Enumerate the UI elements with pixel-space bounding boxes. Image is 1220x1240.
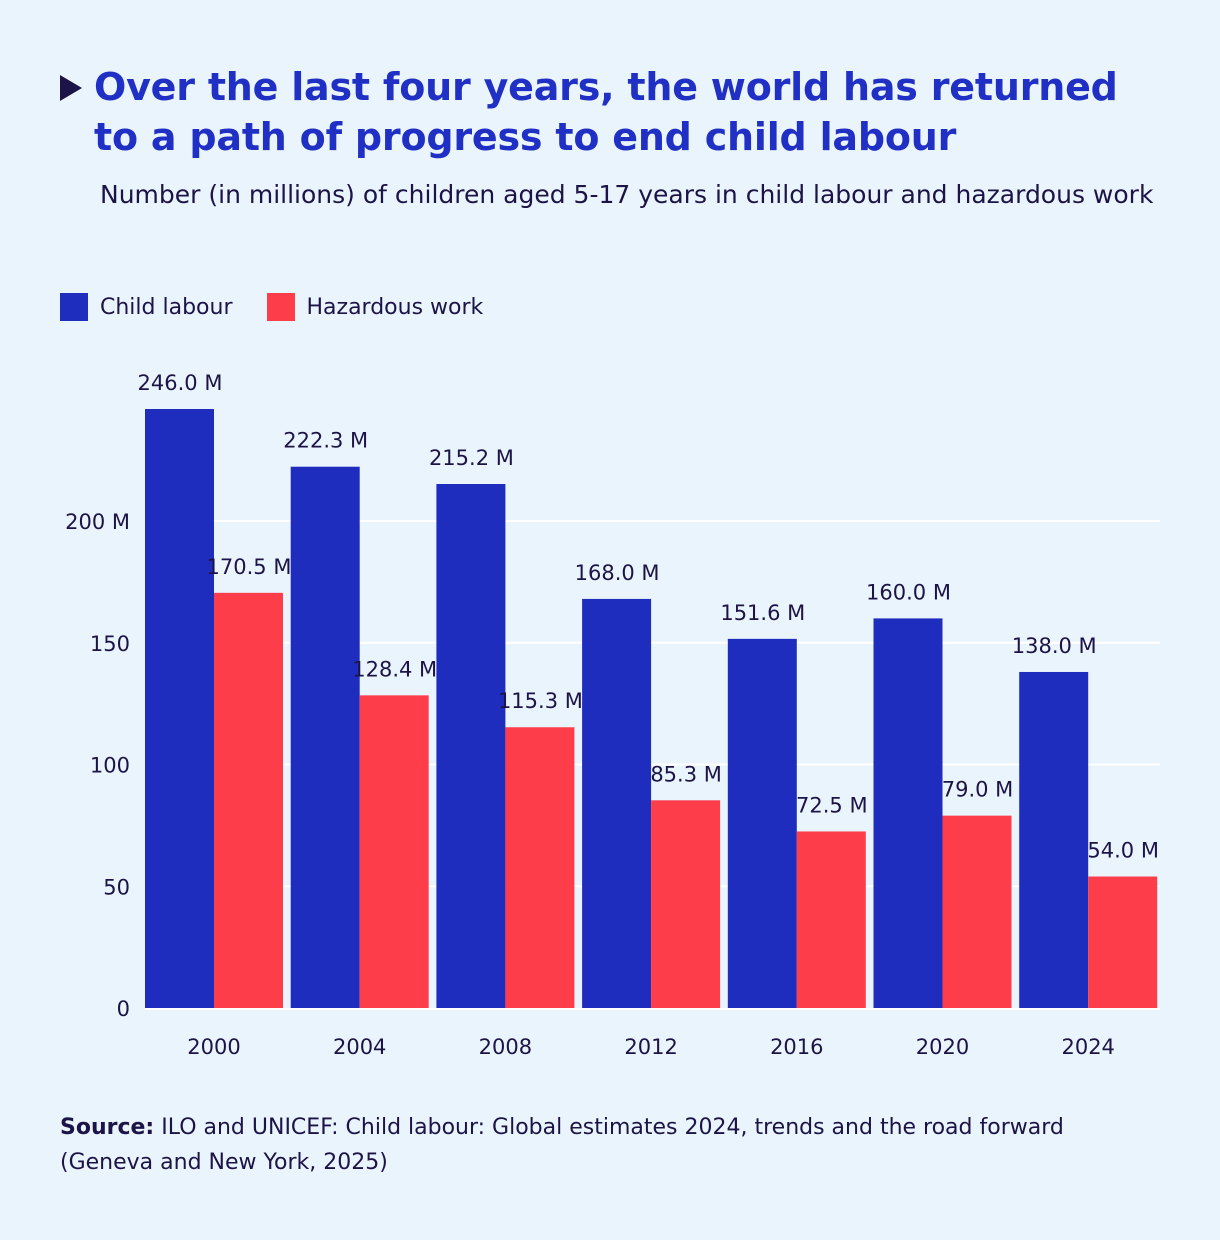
legend-swatch-child-labour (60, 293, 88, 321)
bar-child-labour-2000 (145, 409, 214, 1008)
legend-item-child-labour: Child labour (60, 293, 233, 321)
y-tick-label-200: 200 M (65, 510, 130, 534)
data-label-child-labour-2008: 215.2 M (429, 446, 514, 470)
x-tick-label-2008: 2008 (479, 1035, 532, 1059)
bar-child-labour-2024 (1019, 671, 1089, 1008)
y-tick-label-150: 150 (90, 632, 130, 656)
data-label-hazardous-work-2000: 170.5 M (207, 555, 292, 579)
title-row: Over the last four years, the world has … (60, 62, 1160, 162)
bar-child-labour-2004 (290, 466, 360, 1009)
bar-hazardous-work-2020 (942, 815, 1012, 1008)
data-label-hazardous-work-2020: 79.0 M (942, 778, 1014, 802)
legend-label-child-labour: Child labour (100, 294, 233, 320)
data-label-hazardous-work-2004: 128.4 M (352, 657, 437, 681)
y-tick-label-50: 50 (103, 875, 130, 899)
legend-swatch-hazardous-work (266, 293, 295, 321)
chart-header: Over the last four years, the world has … (60, 62, 1160, 214)
chart-title: Over the last four years, the world has … (94, 65, 1118, 159)
bar-hazardous-work-2008 (505, 727, 575, 1008)
bar-hazardous-work-2016 (796, 831, 866, 1008)
y-tick-label-100: 100 (90, 754, 130, 778)
bar-child-labour-2020 (873, 618, 943, 1008)
data-label-hazardous-work-2016: 72.5 M (796, 793, 868, 817)
data-label-hazardous-work-2012: 85.3 M (650, 762, 722, 786)
x-tick-label-2020: 2020 (916, 1035, 969, 1059)
bar-hazardous-work-2012 (651, 800, 721, 1008)
x-tick-label-2024: 2024 (1061, 1035, 1114, 1059)
data-label-hazardous-work-2008: 115.3 M (498, 689, 583, 713)
data-label-child-labour-2000: 246.0 M (138, 371, 223, 395)
legend-label-hazardous-work: Hazardous work (306, 294, 484, 320)
data-label-child-labour-2016: 151.6 M (720, 601, 805, 625)
source-text: ILO and UNICEF: Child labour: Global est… (60, 1115, 1064, 1175)
legend-item-hazardous-work: Hazardous work (266, 293, 484, 321)
x-tick-label-2012: 2012 (624, 1035, 677, 1059)
triangle-bullet-icon (60, 75, 82, 101)
bar-hazardous-work-2004 (359, 695, 429, 1008)
bar-child-labour-2016 (727, 638, 797, 1008)
x-tick-label-2016: 2016 (770, 1035, 823, 1059)
data-label-child-labour-2024: 138.0 M (1012, 634, 1097, 658)
bar-child-labour-2012 (582, 598, 652, 1008)
data-label-child-labour-2020: 160.0 M (866, 580, 951, 604)
data-label-child-labour-2012: 168.0 M (575, 561, 660, 585)
bar-hazardous-work-2024 (1088, 876, 1158, 1008)
y-tick-label-0: 0 (117, 997, 130, 1021)
chart-legend: Child labour Hazardous work (60, 293, 517, 321)
source-label: Source: (60, 1115, 155, 1140)
bar-hazardous-work-2000 (214, 592, 283, 1008)
bar-child-labour-2008 (436, 483, 506, 1009)
data-label-child-labour-2004: 222.3 M (283, 429, 368, 453)
chart-subtitle: Number (in millions) of children aged 5-… (100, 180, 1154, 209)
source-note: Source: ILO and UNICEF: Child labour: Gl… (60, 1110, 1160, 1180)
x-tick-label-2000: 2000 (187, 1035, 240, 1059)
x-tick-label-2004: 2004 (333, 1035, 386, 1059)
data-label-hazardous-work-2024: 54.0 M (1087, 839, 1159, 863)
